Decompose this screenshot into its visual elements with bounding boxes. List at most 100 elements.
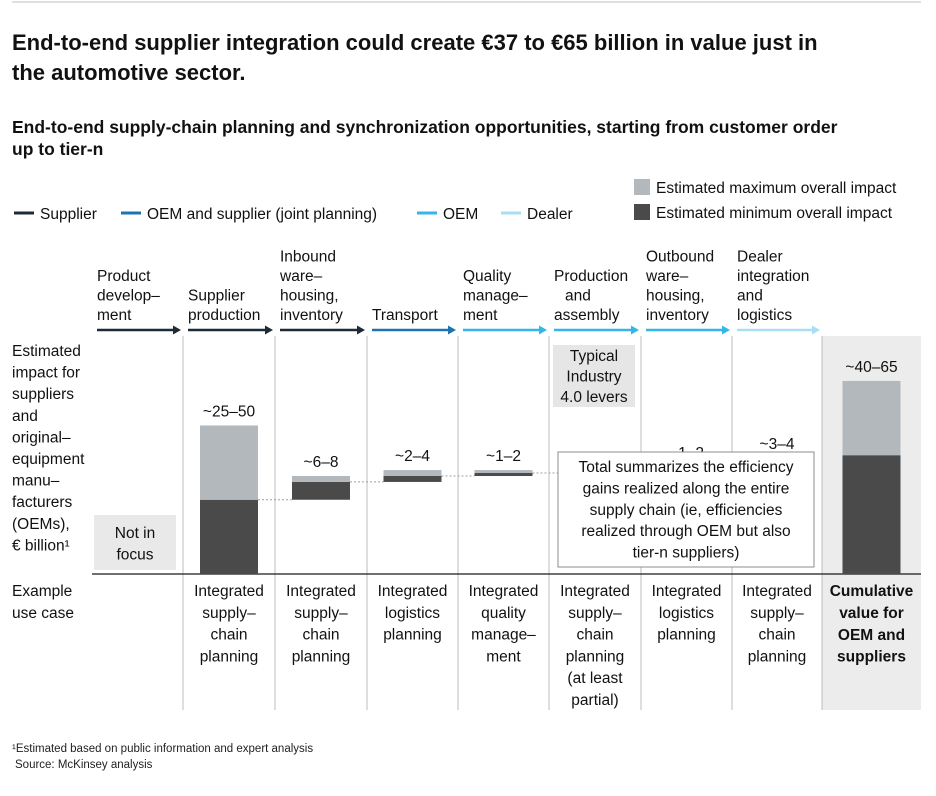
stage-name: and <box>737 288 763 305</box>
legend-swatch <box>634 179 650 195</box>
bar-min-impact <box>200 499 258 574</box>
bar-max-impact <box>474 470 533 474</box>
bar-max-impact <box>200 425 258 500</box>
bar-value-label: ~2–4 <box>395 448 430 465</box>
use-case-label: chain <box>210 627 247 644</box>
stage-name: integration <box>737 268 809 285</box>
typical-levers-label: 4.0 levers <box>560 389 627 406</box>
stage-arrow-head <box>173 325 181 335</box>
use-case-label: partial) <box>571 692 618 709</box>
stage-name: housing, <box>280 288 339 305</box>
row-label-impact: impact for <box>12 365 80 382</box>
chart-subtitle: up to tier-n <box>12 139 103 159</box>
row-label-usecase: Example <box>12 583 72 600</box>
use-case-label: Integrated <box>194 583 264 600</box>
use-case-label: planning <box>657 627 716 644</box>
total-value-label: ~40–65 <box>845 359 897 376</box>
use-case-label: chain <box>302 627 339 644</box>
total-use-case-label: suppliers <box>837 649 906 666</box>
use-case-label: Integrated <box>560 583 630 600</box>
bar-value-label: ~25–50 <box>203 404 256 421</box>
stage-name: Product <box>97 268 151 285</box>
source-note: Source: McKinsey analysis <box>15 759 153 771</box>
use-case-label: quality <box>481 605 526 622</box>
total-use-case-label: Cumulative <box>830 583 914 600</box>
stage-arrow-head <box>357 325 365 335</box>
stage-name: Outbound <box>646 249 714 266</box>
use-case-label: supply– <box>568 605 622 622</box>
use-case-label: supply– <box>202 605 256 622</box>
legend-label: OEM and supplier (joint planning) <box>147 206 377 223</box>
use-case-label: (at least <box>567 670 623 687</box>
stage-name: develop– <box>97 288 160 305</box>
use-case-label: supply– <box>750 605 804 622</box>
stage-name: Quality <box>463 268 511 285</box>
stage-name: Inbound <box>280 249 336 266</box>
total-note-text: gains realized along the entire <box>583 480 790 497</box>
legend-label: OEM <box>443 206 478 223</box>
use-case-label: manage– <box>471 627 536 644</box>
not-in-focus-box <box>94 515 176 570</box>
use-case-label: planning <box>292 648 351 665</box>
bar-value-label: ~6–8 <box>304 454 339 471</box>
legend-label: Estimated minimum overall impact <box>656 205 893 222</box>
use-case-label: supply– <box>294 605 348 622</box>
use-case-label: planning <box>566 648 625 665</box>
use-case-label: chain <box>576 627 613 644</box>
use-case-label: chain <box>758 627 795 644</box>
total-bar-max <box>842 380 901 456</box>
row-label-impact: original– <box>12 429 71 446</box>
bar-min-impact <box>474 473 533 476</box>
row-label-impact: (OEMs), <box>12 516 70 533</box>
total-note-text: Total summarizes the efficiency <box>578 459 793 476</box>
use-case-label: logistics <box>659 605 714 622</box>
stage-name: Supplier <box>188 288 245 305</box>
not-in-focus-label: Not in <box>115 525 156 542</box>
stage-arrow-head <box>631 325 639 335</box>
bar-min-impact <box>383 475 442 482</box>
typical-levers-label: Typical <box>570 348 618 365</box>
typical-levers-box <box>553 345 635 407</box>
use-case-label: Integrated <box>469 583 539 600</box>
total-use-case-label: OEM and <box>838 627 905 644</box>
bar-min-impact <box>292 481 350 500</box>
total-note-box <box>557 451 815 568</box>
row-label-impact: Estimated <box>12 343 81 360</box>
row-label-impact: manu– <box>12 473 60 490</box>
use-case-label: Integrated <box>286 583 356 600</box>
row-label-impact: equipment <box>12 451 85 468</box>
stage-name: logistics <box>737 307 792 324</box>
row-label-impact: € billion¹ <box>12 537 70 554</box>
legend-label: Dealer <box>527 206 573 223</box>
total-note-text: tier-n suppliers) <box>633 545 740 562</box>
use-case-label: ment <box>486 648 521 665</box>
stage-name: Transport <box>372 307 438 324</box>
use-case-label: planning <box>748 648 807 665</box>
use-case-label: Integrated <box>378 583 448 600</box>
row-label-usecase: use case <box>12 605 74 622</box>
use-case-label: planning <box>383 627 442 644</box>
legend-swatch <box>634 204 650 220</box>
stage-name: production <box>188 307 260 324</box>
stage-arrow-head <box>265 325 273 335</box>
stage-arrow-head <box>722 325 730 335</box>
stage-name: and <box>565 288 591 305</box>
stage-name: housing, <box>646 288 705 305</box>
stage-name: ment <box>463 307 498 324</box>
stage-arrow-head <box>812 325 820 335</box>
stage-name: ment <box>97 307 132 324</box>
stage-name: inventory <box>280 307 343 324</box>
use-case-label: planning <box>200 648 259 665</box>
footnote: ¹Estimated based on public information a… <box>12 743 313 755</box>
stage-name: manage– <box>463 288 528 305</box>
typical-levers-label: Industry <box>566 369 621 386</box>
total-note-text: supply chain (ie, efficiencies <box>590 502 783 519</box>
chart-subtitle: End-to-end supply-chain planning and syn… <box>12 117 838 137</box>
total-bar-min <box>842 455 901 574</box>
stage-name: Production <box>554 268 628 285</box>
use-case-label: logistics <box>385 605 440 622</box>
total-note-text: realized through OEM but also <box>581 523 790 540</box>
chart-title: End-to-end supplier integration could cr… <box>12 30 818 55</box>
stage-name: ware– <box>279 268 323 285</box>
stage-name: inventory <box>646 307 709 324</box>
